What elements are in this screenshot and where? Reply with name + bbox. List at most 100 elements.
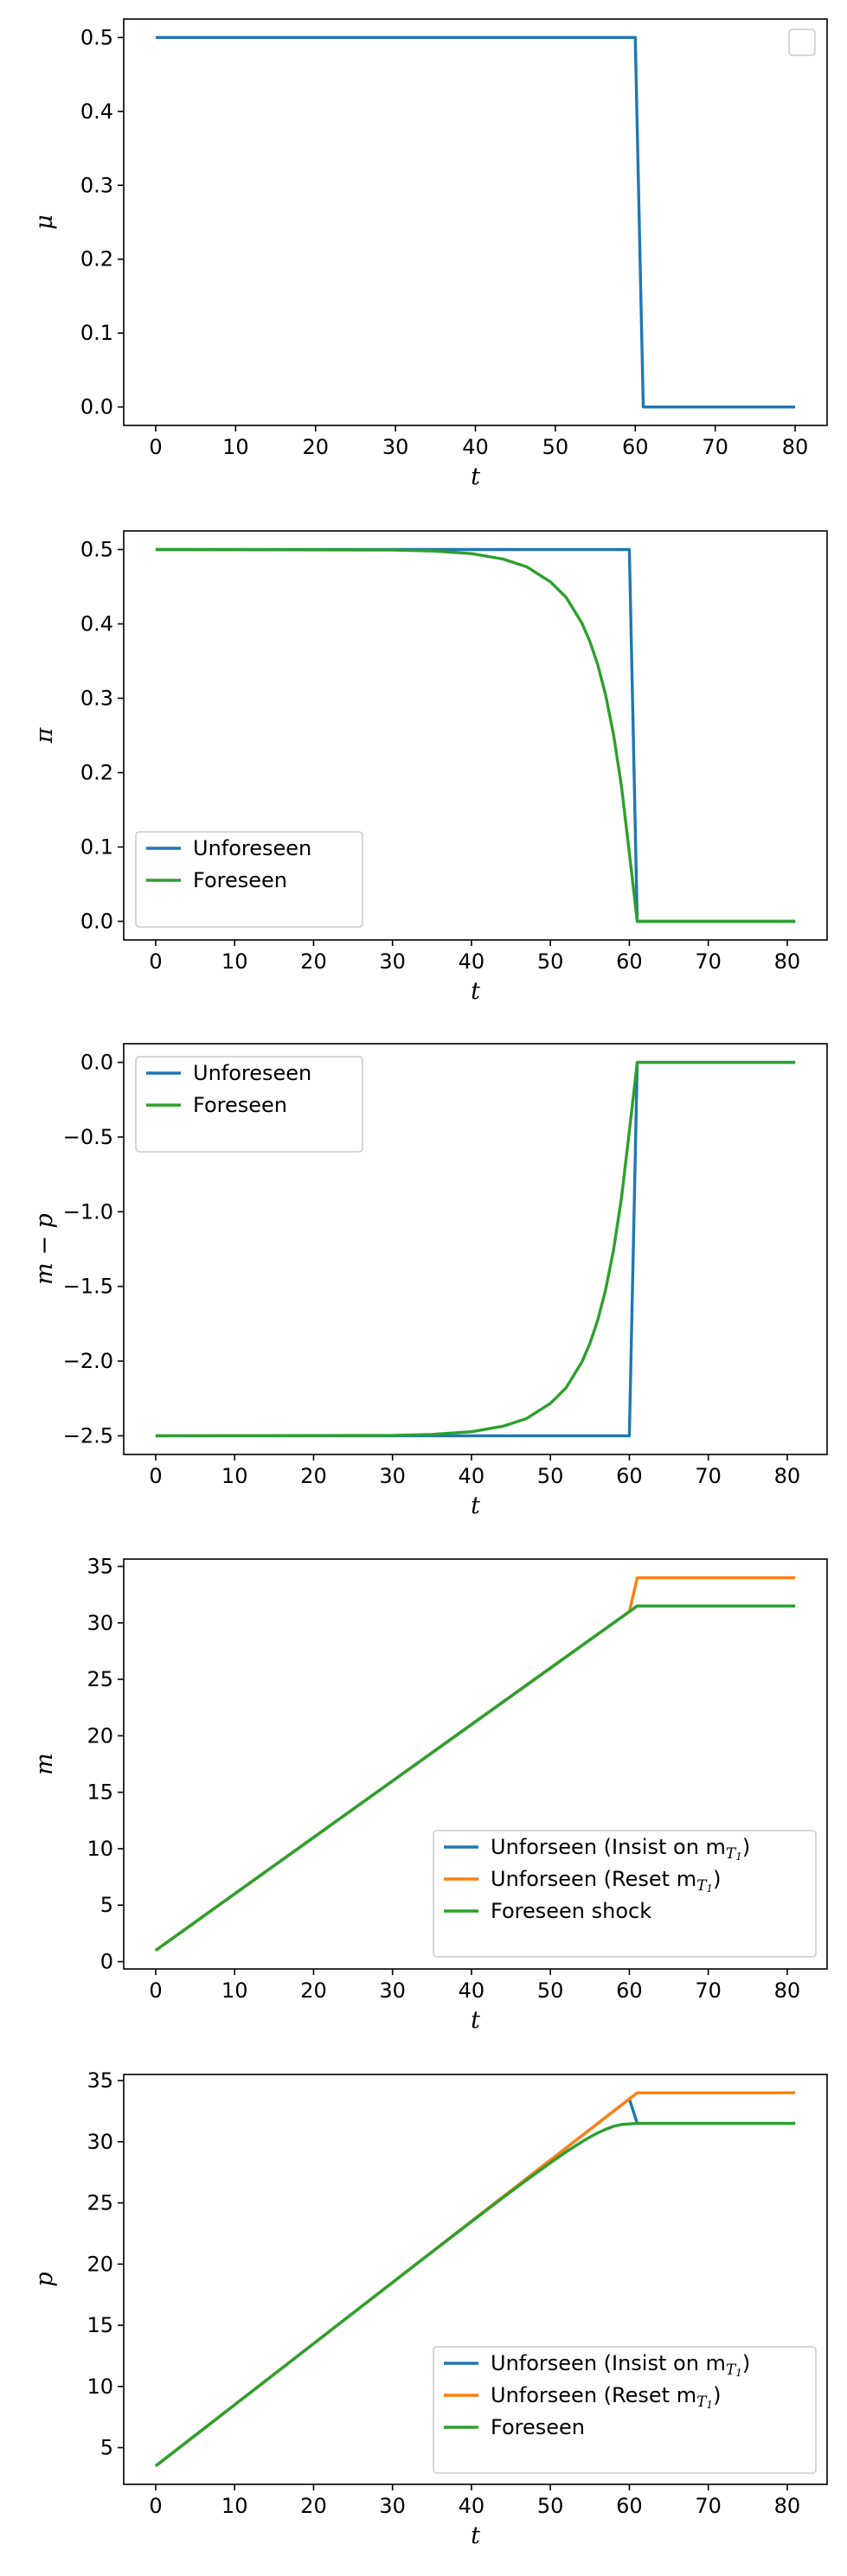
- x-tick-label: 30: [382, 435, 409, 459]
- y-tick-label: 25: [87, 1667, 113, 1691]
- x-tick-label: 40: [459, 1464, 485, 1488]
- y-tick-label: 0.4: [80, 612, 113, 636]
- legend-entry: Unforseen (Insist on mT1): [491, 2351, 750, 2379]
- y-tick-label: 0.5: [80, 25, 113, 49]
- x-tick-label: 0: [149, 2494, 162, 2518]
- x-tick-label: 10: [221, 1978, 248, 2003]
- legend-entry: Foreseen: [491, 2415, 585, 2439]
- x-tick-label: 60: [616, 1978, 643, 2003]
- x-tick-label: 70: [695, 1464, 722, 1488]
- x-tick-label: 30: [379, 949, 406, 974]
- x-tick-label: 60: [616, 949, 643, 974]
- y-tick-label: −0.5: [63, 1125, 113, 1149]
- plot-frame: [123, 2074, 828, 2485]
- legend-box: [433, 2346, 817, 2474]
- x-axis-label: t: [471, 2522, 480, 2549]
- chart-panel-4: 0 10 20 30 40 50 60 70 80 0 5 10 15 20 25 30 35 t m Unforse…: [31, 1554, 828, 2034]
- y-tick-label: 25: [87, 2191, 113, 2215]
- legend: Unforseen (Insist on mT1) Unforseen (Rese…: [433, 1830, 817, 1958]
- y-axis-label: π: [31, 726, 58, 744]
- x-tick-label: 80: [774, 949, 801, 974]
- x-tick-label: 0: [149, 1978, 162, 2003]
- y-tick-label: −1.0: [63, 1199, 113, 1224]
- y-tick-label: 30: [87, 1611, 113, 1635]
- y-tick-label: 20: [87, 1723, 113, 1748]
- x-tick-label: 40: [459, 1978, 485, 2003]
- plot-frame: [123, 1043, 828, 1455]
- y-tick-label: −1.5: [63, 1275, 113, 1299]
- x-tick-label: 60: [616, 1464, 643, 1488]
- y-axis-label: m: [31, 1753, 58, 1775]
- x-tick-label: 50: [537, 1464, 564, 1488]
- x-tick-label: 70: [702, 435, 728, 459]
- x-tick-label: 60: [616, 2494, 643, 2518]
- y-tick-label: 20: [87, 2252, 113, 2276]
- x-axis-label: t: [471, 2007, 480, 2034]
- x-tick-label: 50: [542, 435, 569, 459]
- y-axis-label: m − p: [31, 1213, 58, 1285]
- x-tick-label: 40: [459, 2494, 485, 2518]
- legend-entry: Unforseen (Reset mT1): [491, 1867, 721, 1895]
- y-tick-label: 0.3: [80, 173, 113, 197]
- y-tick-label: 35: [87, 1554, 113, 1578]
- x-tick-label: 0: [149, 1464, 162, 1488]
- y-tick-label: 0.5: [80, 538, 113, 562]
- y-tick-label: 10: [87, 2375, 113, 2399]
- x-tick-label: 70: [695, 2494, 722, 2518]
- x-tick-label: 30: [379, 1464, 406, 1488]
- x-tick-label: 0: [149, 435, 162, 459]
- x-tick-label: 70: [695, 1978, 722, 2003]
- y-tick-label: −2.0: [63, 1349, 113, 1373]
- y-tick-label: 15: [87, 2313, 113, 2337]
- legend: Unforseen (Insist on mT1) Unforseen (Rese…: [433, 2346, 817, 2474]
- legend-entry: Foreseen shock: [491, 1899, 651, 1923]
- y-axis-label: μ: [31, 214, 58, 230]
- y-tick-label: 0.0: [80, 395, 113, 419]
- x-tick-label: 30: [379, 1978, 406, 2003]
- y-tick-label: −2.5: [63, 1423, 113, 1448]
- x-axis-label: t: [471, 463, 480, 490]
- x-tick-label: 0: [149, 949, 162, 974]
- plot-frame: [123, 530, 828, 941]
- y-tick-label: 0.4: [80, 99, 113, 124]
- x-tick-label: 70: [695, 949, 722, 974]
- y-tick-label: 0.1: [80, 835, 113, 860]
- plot-frame: [123, 18, 828, 426]
- x-tick-label: 60: [622, 435, 649, 459]
- y-tick-label: 0.1: [80, 321, 113, 345]
- series-line-foreseen: [154, 2121, 796, 2468]
- y-tick-label: 0.0: [80, 1051, 113, 1075]
- series-line-foreseen: [155, 547, 796, 924]
- series-line-mu: [155, 35, 796, 409]
- y-axis-label: p: [31, 2272, 58, 2286]
- legend-entry: Unforseen (Insist on mT1): [491, 1835, 750, 1863]
- y-tick-label: 35: [87, 2068, 113, 2093]
- y-tick-label: 5: [100, 1893, 113, 1917]
- chart-panel-2: 0 10 20 30 40 50 60 70 80 0.0 0.1 0.2 0.3 0.4 0.5 t π Unf…: [31, 530, 828, 1005]
- y-tick-label: 0.2: [80, 247, 113, 272]
- x-tick-label: 10: [221, 2494, 248, 2518]
- legend-entry: Foreseen: [193, 1093, 287, 1117]
- x-tick-label: 20: [300, 1464, 327, 1488]
- legend-box: [135, 831, 363, 928]
- y-tick-label: 5: [100, 2436, 113, 2460]
- y-tick-label: 0: [100, 1950, 113, 1974]
- plot-frame: [123, 1558, 828, 1970]
- x-tick-label: 40: [462, 435, 489, 459]
- y-tick-label: 0.2: [80, 761, 113, 785]
- x-tick-label: 10: [221, 949, 248, 974]
- y-tick-label: 15: [87, 1780, 113, 1805]
- legend-entry: Unforeseen: [193, 1061, 311, 1085]
- legend-entry: Unforseen (Reset mT1): [491, 2383, 721, 2411]
- x-tick-label: 80: [774, 1978, 801, 2003]
- x-tick-label: 10: [222, 435, 249, 459]
- legend-box: [788, 29, 816, 56]
- y-tick-label: 10: [87, 1837, 113, 1861]
- y-tick-label: 0.3: [80, 687, 113, 711]
- chart-panel-3: 0 10 20 30 40 50 60 70 80 −2.5 −2.0 −1.5 −1.0 −0.5 0.0…: [31, 1043, 828, 1519]
- legend-box: [433, 1830, 817, 1958]
- x-tick-label: 20: [300, 1978, 327, 2003]
- legend: Unforeseen Foreseen: [135, 1056, 363, 1153]
- x-tick-label: 20: [300, 2494, 327, 2518]
